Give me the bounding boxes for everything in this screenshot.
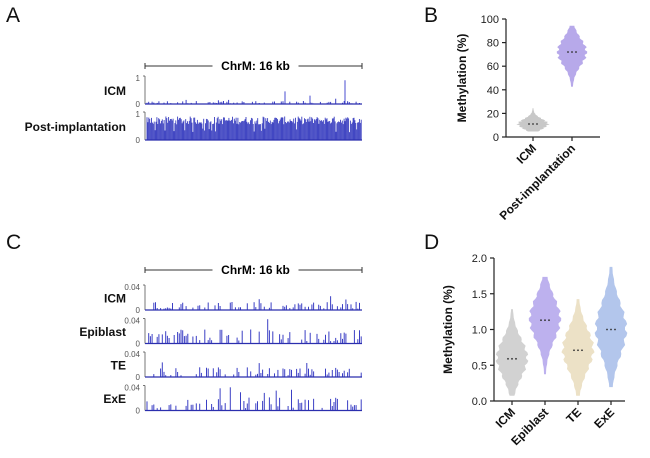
y-tick-label: 40 — [487, 85, 499, 97]
track-label: ICM — [104, 292, 126, 306]
median-marker — [548, 319, 550, 322]
y-tick-label: 0.5 — [472, 360, 487, 372]
track-ymax-label: 0.04 — [124, 283, 140, 292]
track-ymin-label: 0 — [136, 100, 141, 109]
track-ymin-label: 0 — [136, 373, 141, 382]
track-icm: ICM 1 0 — [104, 74, 362, 109]
median-marker — [515, 357, 517, 360]
y-tick-label: 0 — [493, 132, 499, 144]
median-marker — [571, 51, 573, 53]
violin-icm — [516, 108, 550, 132]
track-te: TE0.04 0 — [111, 350, 362, 382]
region-label-background — [212, 262, 299, 278]
y-tick-label: 60 — [487, 61, 499, 73]
median-marker — [540, 319, 542, 322]
track-ymin-label: 0 — [136, 136, 141, 145]
track-post-implantation: Post-implantation 1 0 — [25, 110, 362, 145]
median-marker — [536, 123, 538, 125]
track-label: ICM — [104, 84, 126, 98]
y-axis-label: Methylation (%) — [455, 34, 469, 123]
y-tick-label: 80 — [487, 38, 499, 50]
median-marker — [606, 328, 608, 331]
median-marker — [528, 123, 530, 125]
panel-letter-b: B — [424, 4, 439, 27]
track-ymax-label: 0.04 — [124, 384, 140, 393]
region-label-background — [212, 58, 299, 74]
x-tick-label: ICM — [514, 141, 539, 166]
region-label: ChrM: 16 kb — [221, 59, 290, 73]
x-tick-label: Post-implantation — [497, 141, 579, 223]
median-marker — [573, 349, 575, 352]
violin-icm — [495, 309, 529, 396]
violin-te — [561, 299, 595, 396]
y-tick-label: 0.0 — [472, 396, 487, 408]
median-marker — [614, 328, 616, 331]
y-axis-label: Methylation (%) — [441, 285, 455, 374]
track-label: TE — [111, 359, 126, 373]
median-marker — [575, 51, 577, 53]
median-marker — [532, 123, 534, 125]
median-marker — [610, 328, 612, 331]
median-marker — [577, 349, 579, 352]
track-ymax-label: 0.04 — [124, 350, 140, 359]
median-marker — [511, 357, 513, 360]
panel-letter-d: D — [424, 231, 440, 254]
median-marker — [581, 349, 583, 352]
track-ymin-label: 0 — [136, 407, 141, 416]
y-tick-label: 1.5 — [472, 289, 487, 301]
violin-exe — [594, 266, 628, 388]
panel-letter-c: C — [6, 231, 22, 254]
track-ymin-label: 0 — [136, 306, 141, 315]
y-tick-label: 20 — [487, 108, 499, 120]
y-tick-label: 2.0 — [472, 253, 487, 265]
y-tick-label: 1.0 — [472, 325, 487, 337]
median-marker — [544, 319, 546, 322]
region-label: ChrM: 16 kb — [221, 263, 290, 277]
panel-letter-a: A — [6, 4, 21, 27]
track-ymax-label: 1 — [136, 110, 141, 119]
panel-b-violin: 0 20 40 60 80 100 Methylation (%) ICMPost-impla… — [455, 14, 600, 223]
x-tick-label: ICM — [493, 405, 518, 430]
x-tick-label: TE — [563, 405, 584, 426]
track-label: Post-implantation — [25, 120, 126, 134]
track-label: ExE — [103, 392, 126, 406]
x-tick-label: ExE — [591, 405, 617, 431]
y-tick-label: 100 — [481, 14, 499, 26]
track-ymin-label: 0 — [136, 340, 141, 349]
panel-c-tracks: ChrM: 16 kbICM0.040Epiblast0.040TE0.040E… — [79, 262, 363, 416]
violin-post-implantation — [556, 25, 588, 87]
median-marker — [567, 51, 569, 53]
track-ymax-label: 0.04 — [124, 317, 140, 326]
track-label: Epiblast — [79, 325, 126, 339]
track-ymax-label: 1 — [136, 74, 141, 83]
violin-epiblast — [528, 276, 562, 375]
median-marker — [507, 357, 509, 360]
